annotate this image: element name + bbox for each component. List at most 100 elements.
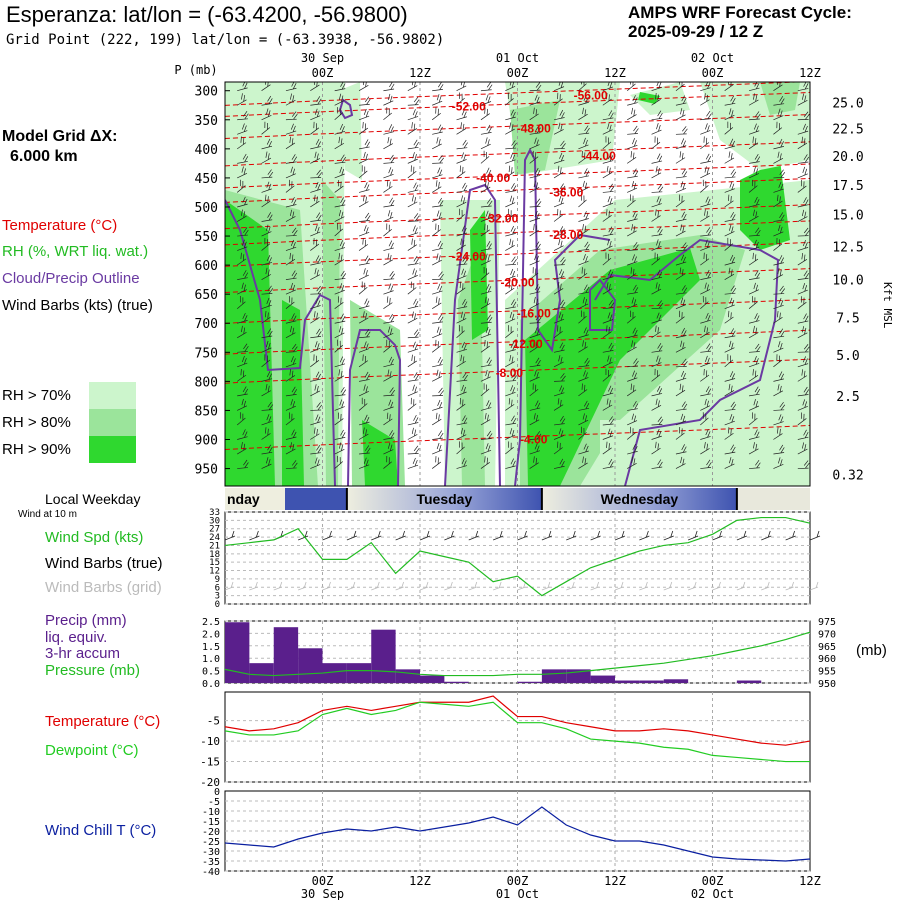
precip-bar [736,680,762,683]
wind-barb [724,310,734,324]
true-wind-barb [663,530,674,541]
wind-barb [261,285,274,295]
wind-barb [505,208,514,222]
wind-barb [261,384,272,397]
wind-barb [626,383,637,397]
wind-barb [237,459,249,469]
wind-barb [310,457,321,469]
wind-barb [700,269,712,280]
wind-barb [334,326,345,339]
wind-barb [407,139,419,150]
height-tick-label: 17.5 [832,179,863,194]
wind-barb [602,459,614,469]
wind-barb [553,269,565,280]
wind-barb [261,354,271,368]
pressure-tick-label: 960 [818,654,836,665]
wind-barb [383,210,394,222]
wind-barb [602,92,612,106]
wind-barb [358,238,369,251]
wind-barb [358,108,370,121]
wind-barb [651,82,662,92]
wind-barb [749,227,761,237]
wind-barb [627,168,639,179]
wind-barb [261,237,271,251]
top-hour-label: 00Z [312,66,334,80]
wind-barb [407,165,417,179]
wind-barb [505,299,517,310]
wind-barb [432,155,444,164]
wind-barb [529,180,540,193]
wind-barb [675,108,686,121]
height-axis: 25.0 22.5 20.0 17.5 15.0 12.5 10.0 7.5 5.0 2.5 0.3… [832,96,863,483]
wind-barb [505,195,516,208]
wind-barb [700,312,711,324]
wind-barb [602,269,614,280]
wind-barb [554,140,566,150]
wind-barb [529,357,541,368]
wind-barb [553,312,565,324]
wind-barb [554,183,566,193]
cloud-outlines [225,98,780,486]
wind-barb [553,195,565,208]
bottom-day-label: 01 Oct [496,887,539,900]
wind-barb [285,429,297,440]
bottom-hour-label: 12Z [409,874,431,888]
wind-chill-tick-label: -5 [208,797,220,808]
wind-barb [651,428,662,440]
grid-wind-barb [322,581,331,591]
height-axis-title: Kft MSL [881,282,894,329]
wind-barb [553,441,563,455]
wind-barb [749,111,761,121]
wind-barb [432,82,444,92]
rh-region [362,420,398,486]
temperature-contour-label: -24.00 [452,249,486,263]
wind-barb [675,267,686,280]
wind-barb [456,109,467,121]
wind-barb [651,325,661,339]
wind-barb [310,341,321,353]
true-wind-barb [224,530,236,541]
wind-barb [237,82,248,92]
true-wind-barb [492,530,504,541]
temperature-contour [225,358,810,384]
wind-barb [407,213,420,222]
wind-barb [700,459,712,469]
wind-barb [358,281,368,295]
wind-barb [383,387,396,397]
wind-barb [407,238,418,251]
wind-barb [627,358,639,368]
wind-barb [553,226,565,237]
wind-barb [505,311,516,324]
wind-barb [773,82,783,92]
wind-barb [310,108,321,121]
wind-barb [651,226,663,237]
wind-barb [651,153,663,164]
wind-barb [651,136,661,150]
wind-barb [261,414,272,426]
wind-barb [773,371,784,382]
grid-wind-barb [541,581,551,591]
wind-barb [236,136,247,150]
wind-barb [797,154,810,164]
temperature-panel: -5 -10 -15 -20 [200,691,811,789]
wind-barb [773,121,783,135]
weekday-bar: nday Tuesday Wednesday [225,488,810,510]
model-grid-label: Model Grid ΔX: [2,128,118,145]
wind-barb [626,426,636,440]
true-wind-barb [297,530,309,541]
wind-barb [261,121,271,135]
wind-barb [627,443,638,455]
wind-barb [334,399,345,411]
wind-barb [456,165,466,179]
wind-barb [383,93,394,106]
legend-rh90-swatch [89,436,136,463]
wind-barb [237,343,249,353]
wind-barb [602,122,613,135]
wind-barb [285,252,296,266]
wind-barb [456,311,467,324]
wind-barb [334,136,345,150]
wind-barb [432,326,443,339]
wind-barb [773,414,784,426]
wind-barb [505,109,516,121]
wind-barb [456,281,466,295]
